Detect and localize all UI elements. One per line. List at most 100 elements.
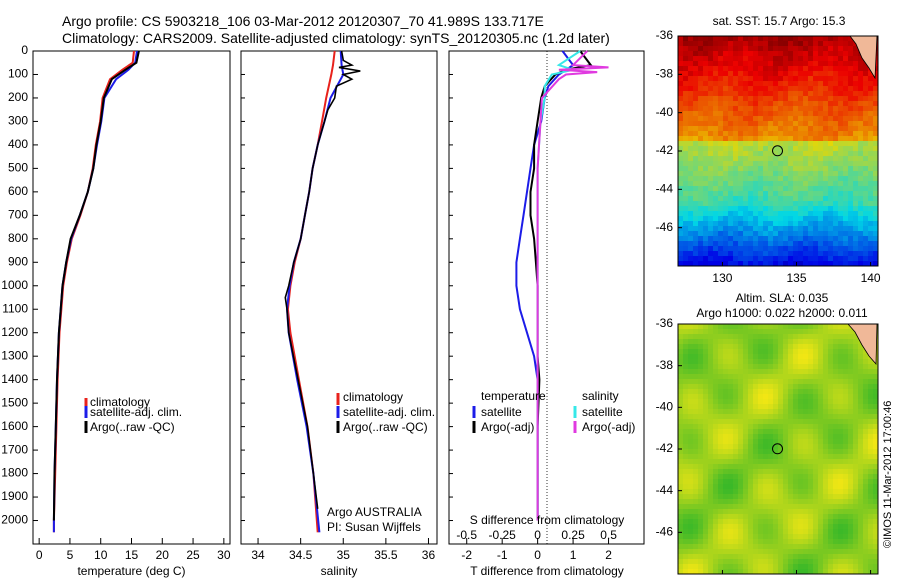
sla-cell [818,534,824,540]
sla-cell [828,564,834,570]
sla-cell [803,479,809,485]
sst-cell [798,171,804,177]
sla-cell [803,359,809,365]
sst-cell [868,111,874,117]
sst-cell [708,141,714,147]
sst-cell [748,66,754,72]
sst-cell [803,161,809,167]
sst-cell [828,256,834,262]
sla-cell [688,434,694,440]
sst-cell [863,251,869,257]
s-difference-tick-label: -0.25 [489,528,517,542]
sla-cell [838,434,844,440]
sla-cell [813,434,819,440]
sla-cell [813,329,819,335]
sst-cell [678,201,684,207]
sst-cell [868,251,874,257]
t-difference-label: T difference from climatology [470,564,624,578]
sst-cell [683,196,689,202]
sla-cell [698,394,704,400]
sst-cell [723,256,729,262]
sla-cell [873,394,879,400]
sst-cell [768,236,774,242]
sla-cell [788,359,794,365]
sla-lat-tick-label: -36 [656,316,674,330]
sla-cell [838,499,844,505]
sla-cell [763,479,769,485]
sla-cell [768,409,774,415]
sla-cell [808,359,814,365]
sst-cell [788,121,794,127]
sst-cell [808,161,814,167]
sst-cell [858,146,864,152]
sst-cell [753,61,759,67]
sst-cell [718,201,724,207]
depth-tick-label: 500 [8,161,28,175]
sst-cell [683,51,689,57]
sla-cell [783,504,789,510]
sst-cell [683,146,689,152]
sst-cell [768,46,774,52]
sla-cell [713,354,719,360]
sla-cell [808,384,814,390]
sla-cell [713,499,719,505]
sst-cell [853,196,859,202]
sla-cell [723,514,729,520]
sla-cell [828,469,834,475]
sla-cell [803,469,809,475]
sla-cell [798,539,804,545]
sst-cell [763,206,769,212]
sst-cell [828,176,834,182]
sst-cell [848,256,854,262]
sst-cell [808,131,814,137]
sst-cell [798,121,804,127]
sst-cell [758,236,764,242]
sla-cell [718,344,724,350]
sst-cell [723,161,729,167]
sla-cell [783,354,789,360]
sst-cell [868,146,874,152]
argo-source-label: Argo AUSTRALIA [327,505,422,519]
sst-cell [683,46,689,52]
sst-cell [793,96,799,102]
sst-cell [743,96,749,102]
sst-cell [773,56,779,62]
sla-cell [833,369,839,375]
sla-cell [738,399,744,405]
sla-cell [743,374,749,380]
sst-cell [723,206,729,212]
sst-cell [808,116,814,122]
sst-cell [848,81,854,87]
depth-tick-label: 2000 [1,513,28,527]
sst-cell [738,156,744,162]
sla-cell [788,524,794,530]
sla-cell [723,394,729,400]
sst-cell [803,136,809,142]
sla-cell [733,509,739,515]
sla-cell [733,384,739,390]
sst-cell [853,206,859,212]
sla-cell [703,379,709,385]
sla-cell [828,384,834,390]
sla-cell [823,404,829,410]
sla-cell [823,534,829,540]
sst-cell [848,151,854,157]
sst-cell [698,221,704,227]
sla-cell [833,509,839,515]
sst-cell [733,56,739,62]
sla-cell [848,539,854,545]
sla-cell [678,349,684,355]
sla-cell [808,429,814,435]
sla-cell [793,444,799,450]
sst-cell [723,151,729,157]
sla-cell [848,419,854,425]
sla-cell [693,509,699,515]
sla-cell [798,544,804,550]
sla-cell [773,464,779,470]
sst-cell [698,56,704,62]
sla-cell [773,384,779,390]
sla-cell [743,359,749,365]
sla-cell [753,524,759,530]
sst-cell [848,156,854,162]
sst-cell [788,236,794,242]
